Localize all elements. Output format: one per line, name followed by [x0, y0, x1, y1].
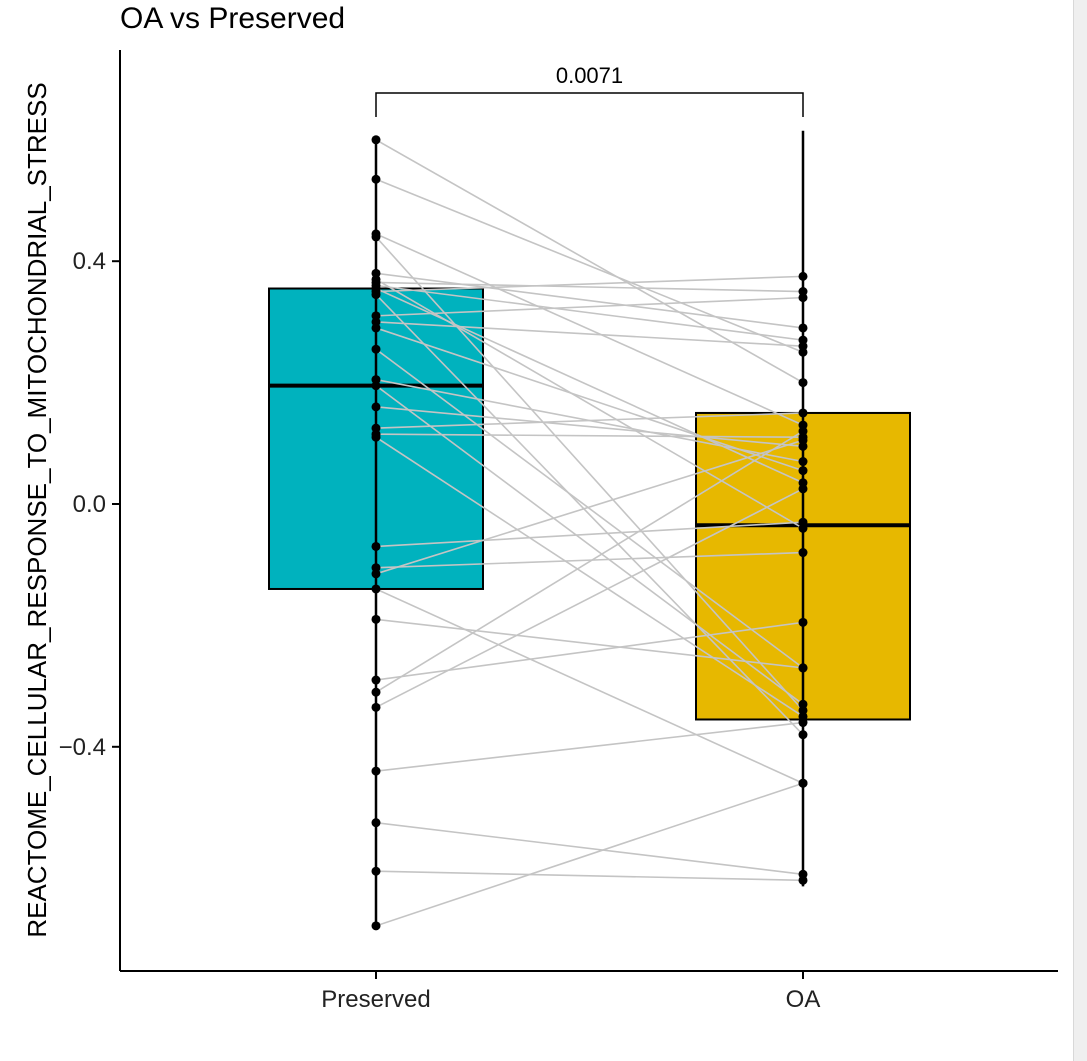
data-point-preserved: [371, 344, 381, 354]
pair-line: [375, 178, 804, 353]
data-point-oa: [798, 778, 808, 788]
data-point-preserved: [371, 402, 381, 412]
p-value-label: 0.0071: [556, 63, 623, 88]
data-point-oa: [798, 435, 808, 445]
data-point-oa: [798, 426, 808, 436]
paired-lines-layer: [375, 139, 804, 927]
significance-bracket: 0.0071: [375, 63, 804, 117]
pair-line: [375, 284, 804, 341]
data-point-oa: [798, 699, 808, 709]
data-point-preserved: [371, 135, 381, 145]
pair-line: [375, 618, 804, 669]
x-tick-label: Preserved: [321, 986, 430, 1013]
data-point-oa: [798, 457, 808, 467]
x-ticks-layer: Preserved OA: [321, 971, 820, 1013]
pair-line: [375, 233, 804, 426]
pair-line: [375, 412, 804, 429]
data-point-preserved: [371, 921, 381, 931]
data-point-preserved: [371, 569, 381, 579]
pair-line: [375, 821, 804, 876]
pair-line: [375, 430, 804, 693]
pair-line: [375, 782, 804, 927]
pair-line: [375, 287, 804, 484]
data-point-oa: [798, 408, 808, 418]
data-point-preserved: [371, 174, 381, 184]
data-point-preserved: [371, 702, 381, 712]
data-point-preserved: [371, 818, 381, 828]
pair-line: [375, 433, 804, 439]
data-point-oa: [798, 517, 808, 527]
data-point-preserved: [371, 541, 381, 551]
y-tick-label: 0.0: [73, 491, 106, 518]
data-points-layer: [371, 135, 808, 931]
boxes-layer: [268, 287, 911, 721]
data-point-oa: [798, 484, 808, 494]
pair-line: [375, 721, 804, 772]
data-point-oa: [798, 718, 808, 728]
data-point-preserved: [371, 432, 381, 442]
pair-line: [375, 870, 804, 882]
data-point-oa: [798, 466, 808, 476]
data-point-oa: [798, 730, 808, 740]
data-point-preserved: [371, 766, 381, 776]
data-point-oa: [798, 341, 808, 351]
data-point-preserved: [371, 232, 381, 242]
data-point-preserved: [371, 687, 381, 697]
data-point-preserved: [371, 323, 381, 333]
data-point-oa: [798, 293, 808, 303]
pair-line: [375, 348, 804, 669]
y-tick-label: −0.4: [59, 734, 106, 761]
data-point-preserved: [371, 290, 381, 300]
pair-line: [375, 296, 804, 317]
data-point-preserved: [371, 675, 381, 685]
data-point-preserved: [371, 381, 381, 391]
data-point-oa: [798, 875, 808, 885]
data-point-preserved: [371, 614, 381, 624]
pair-line: [375, 551, 804, 569]
pair-line: [375, 384, 804, 705]
pair-line: [375, 327, 804, 472]
vertical-scrollbar[interactable]: [1073, 0, 1087, 1061]
data-point-oa: [798, 663, 808, 673]
pair-line: [375, 521, 804, 548]
data-point-preserved: [371, 584, 381, 594]
pair-line: [375, 439, 804, 575]
pair-line: [375, 436, 804, 718]
pair-line: [375, 588, 804, 784]
y-ticks-layer: 0.4 0.0 −0.4: [59, 248, 120, 761]
pair-line: [375, 406, 804, 448]
data-point-oa: [798, 271, 808, 281]
y-axis-label: REACTOME_CELLULAR_RESPONSE_TO_MITOCHONDR…: [22, 82, 52, 937]
pair-line: [375, 294, 804, 736]
chart-title: OA vs Preserved: [120, 2, 345, 35]
y-tick-label: 0.4: [73, 248, 106, 275]
pair-line: [375, 281, 804, 293]
pair-line: [375, 272, 804, 329]
data-point-oa: [798, 323, 808, 333]
x-tick-label: OA: [786, 986, 821, 1013]
pair-line: [375, 321, 804, 347]
pair-line: [375, 488, 804, 709]
pair-line: [375, 275, 804, 293]
data-point-oa: [798, 548, 808, 558]
data-point-preserved: [371, 866, 381, 876]
bracket-line: [375, 92, 804, 117]
data-point-oa: [798, 378, 808, 388]
data-point-oa: [798, 617, 808, 627]
